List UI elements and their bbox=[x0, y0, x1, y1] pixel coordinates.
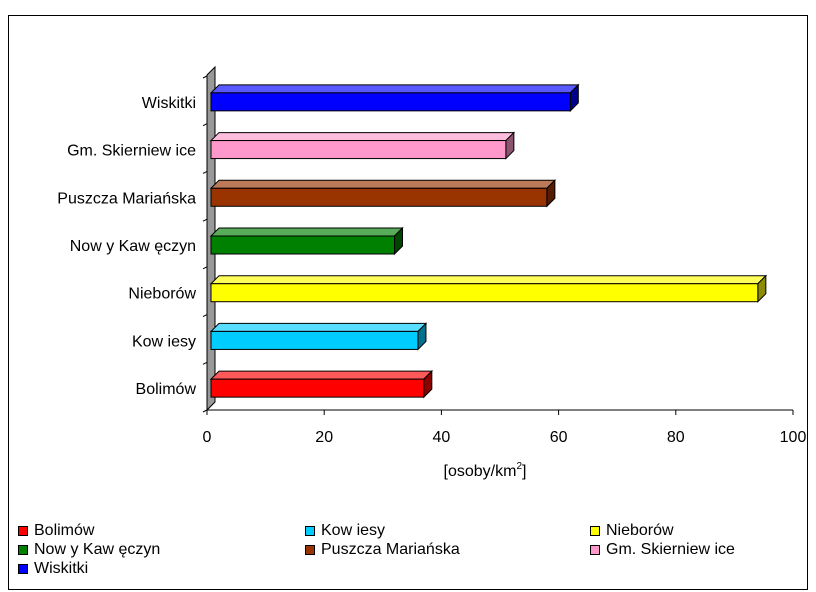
bar bbox=[209, 226, 404, 256]
legend-item: Bolimów bbox=[18, 522, 94, 540]
bar bbox=[209, 322, 428, 351]
y-tick-mark bbox=[202, 361, 208, 365]
x-tick-label: 40 bbox=[433, 429, 451, 446]
legend-label: Now y Kaw ęczyn bbox=[34, 541, 161, 558]
legend-swatch bbox=[305, 526, 315, 536]
bar-top-face bbox=[209, 322, 428, 332]
bar-top-face bbox=[209, 84, 580, 94]
y-tick-label: Bolimów bbox=[136, 381, 197, 398]
y-tick-mark bbox=[202, 314, 208, 318]
bar-front-face bbox=[210, 140, 507, 160]
y-tick-label: Gm. Skierniew ice bbox=[67, 143, 196, 160]
legend-swatch bbox=[18, 564, 28, 574]
y-tick-mark bbox=[202, 218, 208, 222]
bar-top-face bbox=[209, 227, 404, 237]
y-tick-mark bbox=[202, 123, 208, 127]
x-tick-label: 20 bbox=[315, 429, 333, 446]
legend-swatch bbox=[18, 526, 28, 536]
legend: Bolimów Kow iesy Nieborów Now y Kaw ęczyn Pu… bbox=[18, 522, 808, 588]
y-tick-label: Nieborów bbox=[128, 286, 196, 303]
legend-label: Wiskitki bbox=[34, 560, 89, 577]
bar-front-face bbox=[210, 330, 419, 350]
bar-front-face bbox=[210, 378, 425, 398]
legend-label: Bolimów bbox=[34, 522, 95, 539]
bar bbox=[209, 179, 557, 208]
bar-top-face bbox=[209, 370, 434, 380]
y-tick-mark bbox=[202, 409, 208, 413]
legend-item: Gm. Skierniew ice bbox=[590, 541, 735, 559]
legend-swatch bbox=[590, 526, 600, 536]
bar bbox=[209, 131, 516, 160]
y-tick-label: Wiskitki bbox=[142, 95, 196, 112]
legend-swatch bbox=[305, 545, 315, 555]
bar bbox=[209, 369, 434, 399]
legend-label: Nieborów bbox=[606, 522, 674, 539]
legend-item: Puszcza Mariańska bbox=[305, 541, 460, 559]
legend-label: Kow iesy bbox=[321, 522, 386, 539]
x-tick-label: 60 bbox=[550, 429, 568, 446]
y-tick-label: Puszcza Mariańska bbox=[57, 190, 196, 207]
y-tick-mark bbox=[202, 170, 208, 174]
bar-top-face bbox=[209, 275, 768, 285]
legend-label: Puszcza Mariańska bbox=[321, 541, 460, 558]
bar bbox=[209, 83, 580, 113]
legend-item: Wiskitki bbox=[18, 560, 88, 578]
y-tick-label: Kow iesy bbox=[132, 333, 196, 350]
x-tick-label: 0 bbox=[203, 429, 212, 446]
bar-front-face bbox=[210, 283, 759, 303]
legend-item: Kow iesy bbox=[305, 522, 385, 540]
bar-top-face bbox=[209, 132, 516, 142]
bar bbox=[209, 274, 768, 303]
bar-front-face bbox=[210, 92, 571, 112]
bar-top-face bbox=[209, 179, 557, 189]
x-tick-label: 80 bbox=[667, 429, 685, 446]
y-tick-mark bbox=[202, 266, 208, 270]
bar-front-face bbox=[210, 235, 396, 255]
x-tick-label: 100 bbox=[780, 429, 807, 446]
y-tick-mark bbox=[202, 75, 208, 79]
legend-item: Nieborów bbox=[590, 522, 674, 540]
legend-swatch bbox=[18, 545, 28, 555]
legend-label: Gm. Skierniew ice bbox=[606, 541, 735, 558]
legend-item: Now y Kaw ęczyn bbox=[18, 541, 160, 559]
bar-front-face bbox=[210, 187, 548, 207]
y-tick-label: Now y Kaw ęczyn bbox=[70, 238, 196, 255]
legend-swatch bbox=[590, 545, 600, 555]
x-axis-title: [osoby/km2] bbox=[444, 461, 527, 480]
